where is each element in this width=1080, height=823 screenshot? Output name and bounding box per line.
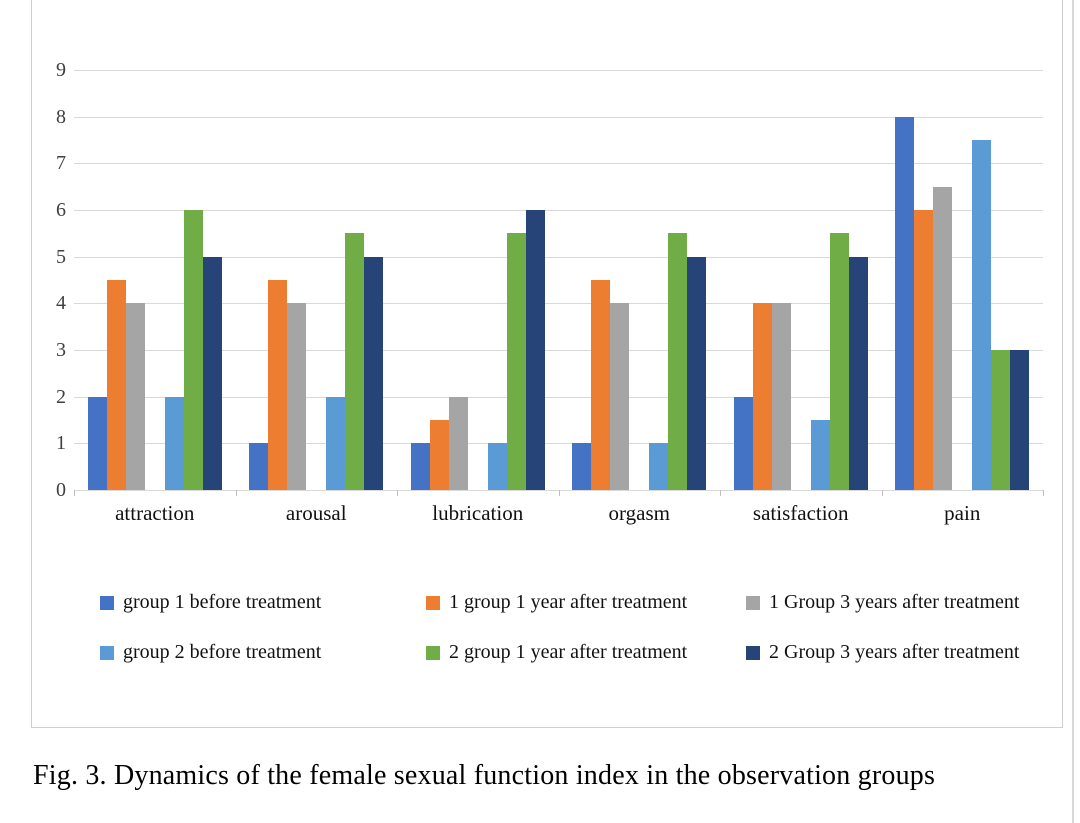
- bar-attraction-series-3: [164, 397, 184, 490]
- gridline-y-8: [74, 116, 1043, 118]
- bar-attraction-series-4: [183, 210, 203, 490]
- legend-swatch-icon: [426, 595, 440, 610]
- bar-satisfaction-series-5: [848, 257, 868, 490]
- bar-lubrication-series-1: [429, 420, 449, 490]
- plot-area: [74, 70, 1044, 496]
- gridline-y-5: [74, 256, 1043, 258]
- x-axis-tick: [559, 490, 560, 496]
- bar-lubrication-series-3: [487, 443, 507, 490]
- bar-satisfaction-series-1: [752, 303, 772, 490]
- bar-group-orgasm: [559, 70, 721, 490]
- legend-label: 2 group 1 year after treatment: [449, 641, 688, 663]
- bar-satisfaction-series-3: [810, 420, 830, 490]
- bar-satisfaction-series-4: [829, 233, 849, 490]
- legend-swatch-icon: [100, 645, 114, 660]
- bar-attraction-series-2: [125, 303, 145, 490]
- bar-arousal-series-3: [326, 397, 346, 490]
- bar-pain-series-2: [933, 187, 953, 490]
- gridline-y-1: [74, 443, 1043, 445]
- bar-arousal-series-2: [287, 303, 307, 490]
- legend-item-series-1: 1 group 1 year after treatment: [426, 591, 687, 614]
- legend-label: 1 group 1 year after treatment: [449, 591, 688, 613]
- bar-arousal-series-4: [345, 233, 365, 490]
- x-axis-label-lubrication: lubrication: [432, 501, 524, 525]
- legend-item-series-0: group 1 before treatment: [100, 591, 321, 614]
- legend-item-series-3: group 2 before treatment: [100, 641, 321, 664]
- legend-swatch-icon: [426, 645, 440, 660]
- x-axis-tick: [74, 490, 75, 496]
- figure-caption: Fig. 3. Dynamics of the female sexual fu…: [33, 760, 936, 791]
- x-axis-label-orgasm: orgasm: [608, 501, 670, 525]
- legend-item-series-5: 2 Group 3 years after treatment: [746, 641, 1019, 664]
- bar-attraction-series-0: [87, 397, 107, 490]
- y-axis-label-7: 7: [56, 152, 66, 175]
- chart-panel: 0 1 2 3 4 5 6 7 8 9 attraction arousal lubrication o…: [31, 0, 1063, 728]
- x-axis-tick: [397, 490, 398, 496]
- bar-group-satisfaction: [720, 70, 882, 490]
- gridline-y-3: [74, 350, 1043, 351]
- bar-group-attraction: [74, 70, 236, 490]
- legend-label: group 2 before treatment: [123, 641, 322, 663]
- y-axis-label-4: 4: [56, 292, 66, 315]
- legend-item-series-2: 1 Group 3 years after treatment: [746, 591, 1019, 614]
- bar-pain-series-1: [914, 210, 934, 490]
- bar-lubrication-series-4: [506, 233, 526, 490]
- y-axis-label-9: 9: [56, 59, 66, 81]
- gridline-y-2: [74, 396, 1043, 398]
- y-axis-label-8: 8: [56, 105, 66, 128]
- bar-orgasm-series-2: [610, 303, 630, 490]
- bar-orgasm-series-0: [572, 443, 592, 490]
- legend-label: group 1 before treatment: [123, 591, 322, 613]
- y-axis-label-2: 2: [56, 385, 66, 408]
- x-axis-tick: [236, 490, 237, 496]
- x-axis-label-satisfaction: satisfaction: [752, 501, 849, 525]
- x-axis-label-attraction: attraction: [115, 501, 195, 525]
- gridline-y-6: [74, 210, 1043, 211]
- x-axis-tick: [720, 490, 721, 496]
- bar-group-lubrication: [397, 70, 559, 490]
- legend-label: 1 Group 3 years after treatment: [769, 591, 1020, 613]
- bar-orgasm-series-5: [687, 257, 707, 490]
- bar-lubrication-series-2: [448, 397, 468, 490]
- bar-group-pain: [882, 70, 1044, 490]
- bar-pain-series-4: [991, 350, 1011, 490]
- bar-orgasm-series-3: [649, 443, 669, 490]
- gridline-y-0: [74, 490, 1043, 491]
- legend-item-series-4: 2 group 1 year after treatment: [426, 641, 687, 664]
- bar-orgasm-series-1: [591, 280, 611, 490]
- bar-pain-series-3: [972, 140, 992, 490]
- y-axis-label-1: 1: [56, 432, 66, 455]
- bar-lubrication-series-5: [525, 210, 545, 490]
- bar-arousal-series-1: [268, 280, 288, 490]
- bar-group-arousal: [236, 70, 398, 490]
- y-axis-label-0: 0: [56, 479, 66, 501]
- bar-attraction-series-1: [106, 280, 126, 490]
- legend-label: 2 Group 3 years after treatment: [769, 641, 1020, 663]
- x-axis-tick: [1043, 490, 1044, 496]
- bar-arousal-series-5: [364, 257, 384, 490]
- x-axis-label-arousal: arousal: [285, 501, 347, 525]
- bar-satisfaction-series-2: [771, 303, 791, 490]
- gridline-y-4: [74, 303, 1043, 305]
- legend-swatch-icon: [100, 595, 114, 610]
- x-axis-tick: [882, 490, 883, 496]
- bar-pain-series-5: [1010, 350, 1030, 490]
- legend-swatch-icon: [746, 645, 760, 660]
- bar-lubrication-series-0: [410, 443, 430, 490]
- y-axis-label-6: 6: [56, 199, 66, 221]
- bar-attraction-series-5: [202, 257, 222, 490]
- bar-orgasm-series-4: [668, 233, 688, 490]
- bar-satisfaction-series-0: [733, 397, 753, 490]
- page-right-border-line: [1072, 0, 1074, 823]
- gridline-y-7: [74, 163, 1043, 165]
- bar-pain-series-0: [895, 117, 915, 490]
- y-axis-label-3: 3: [56, 339, 66, 361]
- legend-swatch-icon: [746, 595, 760, 610]
- gridline-y-9: [74, 70, 1043, 71]
- bar-arousal-series-0: [249, 443, 269, 490]
- x-axis-label-pain: pain: [944, 501, 981, 525]
- y-axis-label-5: 5: [56, 245, 66, 268]
